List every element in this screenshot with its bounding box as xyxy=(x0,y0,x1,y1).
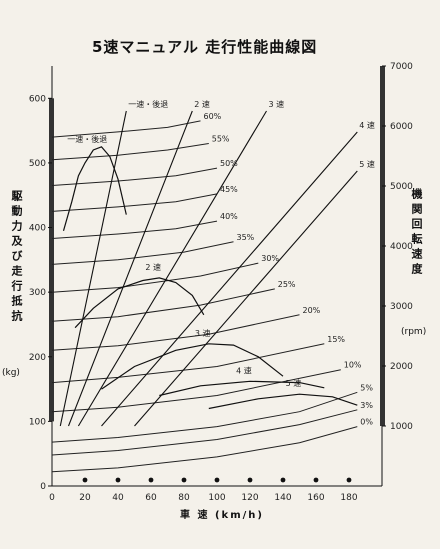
resistance-curve xyxy=(51,193,218,212)
y-tick-label: 100 xyxy=(29,417,46,427)
speed-marker-dot xyxy=(313,477,319,483)
resistance-curve xyxy=(51,369,341,413)
driving-force-label: 5 速 xyxy=(286,379,302,388)
resistance-label: 10% xyxy=(344,361,362,370)
chart-title: 5速マニュアル 走行性能曲線図 xyxy=(92,38,318,56)
speed-marker-dot xyxy=(346,477,352,483)
x-axis-label: 車 速 (km/h) xyxy=(180,506,264,521)
speed-marker-dot xyxy=(181,477,187,483)
y-axis-band xyxy=(49,98,54,422)
y-tick-label: 200 xyxy=(29,353,46,363)
resistance-label: 45% xyxy=(220,185,238,194)
x-tick-label: 20 xyxy=(79,493,91,503)
resistance-label: 25% xyxy=(278,280,296,289)
resistance-label: 5% xyxy=(360,383,373,392)
driving-force-curve xyxy=(74,277,205,329)
resistance-label: 55% xyxy=(212,135,230,144)
y2-tick-label: 7000 xyxy=(390,62,413,72)
x-tick-label: 140 xyxy=(274,493,291,503)
resistance-curve xyxy=(51,241,234,265)
engine-speed-label: 5 速 xyxy=(359,160,375,169)
resistance-label: 40% xyxy=(220,212,238,221)
driving-force-label: 3 速 xyxy=(195,329,211,338)
resistance-curve xyxy=(51,426,358,473)
y-tick-label: 300 xyxy=(29,288,46,298)
resistance-label: 3% xyxy=(360,401,373,410)
resistance-curve xyxy=(51,167,218,186)
x-tick-label: 0 xyxy=(49,493,55,503)
driving-force-label: 2 速 xyxy=(145,263,161,272)
resistance-curve xyxy=(51,288,275,322)
engine-speed-label: 4 速 xyxy=(359,121,375,130)
y-tick-label: 500 xyxy=(29,159,46,169)
resistance-label: 50% xyxy=(220,159,238,168)
x-axis-unit: (km/h) xyxy=(214,510,264,521)
engine-speed-line xyxy=(77,110,267,427)
resistance-curve xyxy=(51,343,325,384)
driving-force-curve xyxy=(208,393,358,410)
y-tick-label: 400 xyxy=(29,224,46,234)
y2-tick-label: 3000 xyxy=(390,302,413,312)
speed-marker-dot xyxy=(148,477,154,483)
resistance-curve xyxy=(51,409,358,456)
resistance-curve xyxy=(51,143,209,161)
engine-speed-line xyxy=(67,110,193,427)
y2-tick-label: 6000 xyxy=(390,122,413,132)
y2-tick-label: 5000 xyxy=(390,182,413,192)
y-tick-label: 600 xyxy=(29,94,46,104)
x-tick-label: 40 xyxy=(112,493,124,503)
driving-force-label: 一速・後退 xyxy=(67,134,107,144)
x-axis-title: 車 速 xyxy=(180,510,210,521)
engine-speed-label: 2 速 xyxy=(194,100,210,109)
engine-speed-line xyxy=(59,110,127,427)
engine-speed-label: 一速・後退 xyxy=(128,99,168,109)
driving-force-curve xyxy=(101,343,284,390)
y2-tick-label: 2000 xyxy=(390,362,413,372)
resistance-curve xyxy=(51,120,201,138)
resistance-label: 20% xyxy=(303,306,321,315)
speed-marker-dot xyxy=(214,477,220,483)
resistance-label: 60% xyxy=(204,112,222,121)
speed-marker-dot xyxy=(115,477,121,483)
y-axis-label: 駆動力及び走行抵抗 xyxy=(10,190,23,325)
y2-tick-label: 1000 xyxy=(390,422,413,432)
x-tick-label: 180 xyxy=(340,493,357,503)
speed-marker-dot xyxy=(82,477,88,483)
x-tick-label: 120 xyxy=(241,493,258,503)
resistance-curve xyxy=(51,220,218,239)
resistance-curve xyxy=(51,391,358,443)
resistance-label: 30% xyxy=(261,254,279,263)
y2-tick-label: 4000 xyxy=(390,242,413,252)
driving-force-label: 4 速 xyxy=(236,366,252,375)
engine-speed-line xyxy=(134,170,358,427)
resistance-curve xyxy=(51,262,259,293)
engine-speed-label: 3 速 xyxy=(269,100,285,109)
engine-speed-line xyxy=(101,131,358,427)
resistance-label: 35% xyxy=(237,233,255,242)
driving-force-curve xyxy=(62,146,127,231)
resistance-label: 0% xyxy=(360,418,373,427)
y2-axis-unit: (rpm) xyxy=(401,327,427,337)
x-tick-label: 160 xyxy=(307,493,324,503)
resistance-label: 15% xyxy=(327,335,345,344)
y-tick-label: 0 xyxy=(40,482,46,492)
y-axis-unit: (kg) xyxy=(2,368,20,378)
x-tick-label: 80 xyxy=(178,493,190,503)
x-tick-label: 60 xyxy=(145,493,157,503)
resistance-curve xyxy=(51,314,300,351)
driving-force-curve xyxy=(159,380,325,397)
y2-axis-label: 機関回転速度 xyxy=(410,188,423,278)
x-tick-label: 100 xyxy=(208,493,225,503)
speed-marker-dot xyxy=(247,477,253,483)
speed-marker-dot xyxy=(280,477,286,483)
